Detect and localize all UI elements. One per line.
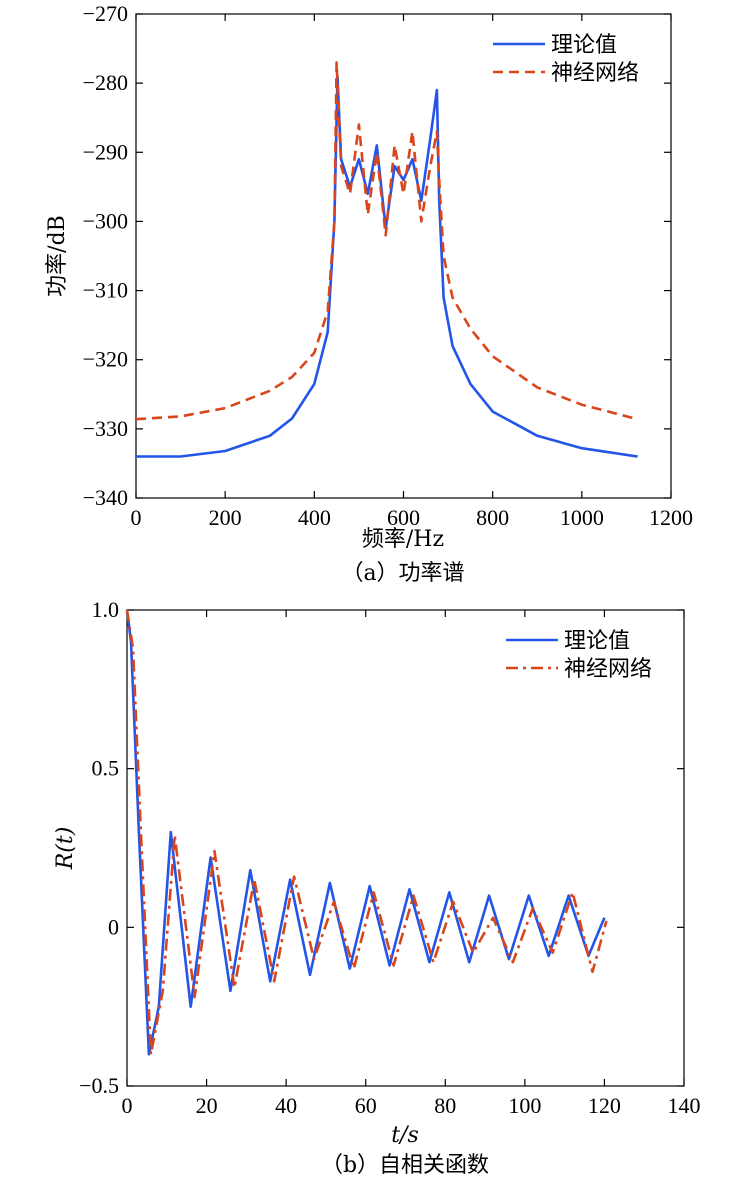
y-tick-label: −0.5 [79,1073,119,1098]
x-tick-label: 140 [668,1093,701,1118]
y-axis-ticks: −340 −330 −320 −310 −300 −290 −280 −270 [83,1,671,510]
legend-label: 理论值 [564,629,630,654]
y-tick-label: 0.5 [92,756,120,781]
y-tick-label: 1.0 [92,597,120,622]
y-axis-label: 功率/dB [45,215,70,297]
y-axis-ticks: −0.5 0 0.5 1.0 [79,597,684,1098]
plot-frame [135,13,672,499]
y-tick-label: 0 [108,914,119,939]
x-tick-label: 120 [588,1093,621,1118]
x-tick-label: 100 [508,1093,541,1118]
x-axis-label: t/s [391,1123,419,1148]
y-tick-label: −300 [83,208,128,233]
x-tick-label: 800 [476,505,509,530]
power-spectrum-chart: −340 −330 −320 −310 −300 −290 −280 −270 0 200 400… [45,1,693,586]
caption: （a）功率谱 [341,561,464,586]
series-lines [135,61,638,458]
x-tick-label: 40 [275,1093,297,1118]
series-line-2 [135,61,638,421]
x-tick-label: 0 [131,505,142,530]
x-tick-label: 80 [434,1093,456,1118]
x-tick-label: 200 [209,505,242,530]
legend-label: 神经网络 [551,61,639,86]
series-line-1 [136,74,638,458]
x-tick-label: 600 [387,505,420,530]
x-axis-label: 频率/Hz [362,527,444,552]
x-tick-label: 0 [122,1093,133,1118]
y-tick-label: −290 [83,139,128,164]
series-line-2 [125,609,608,1056]
x-axis-ticks: 0 20 40 60 80 100 120 140 [122,610,701,1118]
y-tick-label: −330 [83,416,128,441]
series-line-1 [125,609,606,1056]
plot-frame [126,609,685,1087]
y-tick-label: −310 [83,278,128,303]
caption: （b）自相关函数 [321,1153,489,1178]
x-tick-label: 400 [298,505,331,530]
legend-label: 理论值 [551,33,617,58]
x-tick-label: 1200 [649,505,693,530]
x-tick-label: 1000 [560,505,604,530]
x-tick-label: 60 [355,1093,377,1118]
series-lines [125,609,608,1056]
y-tick-label: −270 [83,1,128,26]
y-tick-label: −340 [83,485,128,510]
y-tick-label: −280 [83,70,128,95]
x-axis-ticks: 0 200 400 600 800 1000 1200 [131,14,693,530]
legend-label: 神经网络 [564,657,652,682]
x-tick-label: 20 [196,1093,218,1118]
y-axis-label: R(t) [53,827,78,871]
y-tick-label: −320 [83,347,128,372]
